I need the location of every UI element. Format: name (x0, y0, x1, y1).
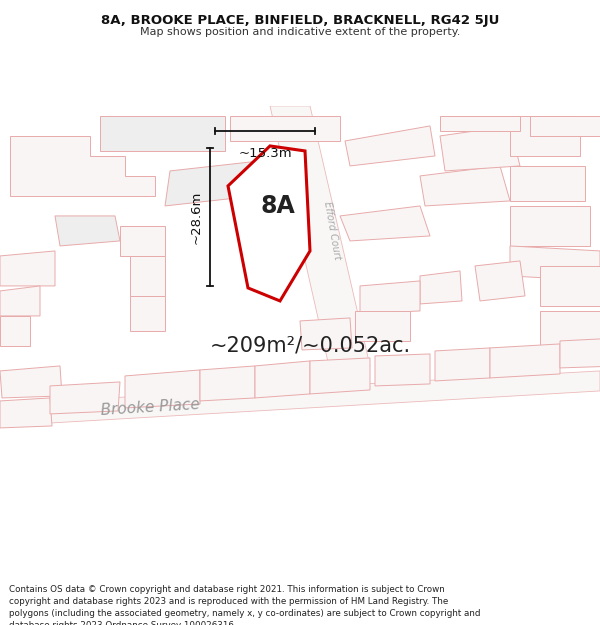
Polygon shape (475, 261, 525, 301)
Polygon shape (310, 358, 370, 394)
Polygon shape (490, 344, 560, 378)
Polygon shape (510, 116, 580, 156)
Polygon shape (360, 281, 420, 314)
Polygon shape (540, 311, 600, 351)
Polygon shape (345, 126, 435, 166)
Polygon shape (355, 311, 410, 341)
Polygon shape (230, 116, 340, 141)
Polygon shape (510, 246, 600, 281)
Polygon shape (0, 366, 62, 398)
Polygon shape (510, 206, 590, 246)
Text: Contains OS data © Crown copyright and database right 2021. This information is : Contains OS data © Crown copyright and d… (9, 585, 481, 625)
Text: Map shows position and indicative extent of the property.: Map shows position and indicative extent… (140, 27, 460, 37)
Polygon shape (200, 366, 255, 401)
Polygon shape (0, 371, 600, 426)
Polygon shape (435, 348, 490, 381)
Polygon shape (130, 256, 165, 296)
Polygon shape (0, 316, 30, 346)
Polygon shape (100, 116, 225, 151)
Polygon shape (255, 361, 310, 398)
Polygon shape (510, 166, 585, 201)
Polygon shape (440, 116, 520, 131)
Polygon shape (0, 398, 52, 428)
Polygon shape (120, 226, 165, 256)
Text: ~15.3m: ~15.3m (238, 147, 292, 160)
Polygon shape (50, 382, 120, 414)
Text: ~209m²/~0.052ac.: ~209m²/~0.052ac. (209, 336, 410, 356)
Polygon shape (440, 126, 520, 171)
Text: Brooke Place: Brooke Place (100, 398, 200, 419)
Polygon shape (420, 271, 462, 304)
Text: 8A, BROOKE PLACE, BINFIELD, BRACKNELL, RG42 5JU: 8A, BROOKE PLACE, BINFIELD, BRACKNELL, R… (101, 14, 499, 27)
Polygon shape (228, 146, 310, 301)
Polygon shape (420, 166, 510, 206)
Polygon shape (0, 286, 40, 316)
Polygon shape (375, 354, 430, 386)
Polygon shape (560, 338, 600, 368)
Polygon shape (270, 106, 370, 371)
Polygon shape (530, 116, 600, 136)
Polygon shape (0, 251, 55, 286)
Polygon shape (10, 136, 155, 196)
Text: 8A: 8A (260, 194, 295, 218)
Polygon shape (130, 296, 165, 331)
Text: Efford Court: Efford Court (322, 201, 342, 261)
Polygon shape (540, 266, 600, 306)
Polygon shape (340, 206, 430, 241)
Text: ~28.6m: ~28.6m (190, 190, 203, 244)
Polygon shape (125, 370, 200, 408)
Polygon shape (55, 216, 120, 246)
Polygon shape (165, 161, 260, 206)
Polygon shape (300, 318, 352, 350)
